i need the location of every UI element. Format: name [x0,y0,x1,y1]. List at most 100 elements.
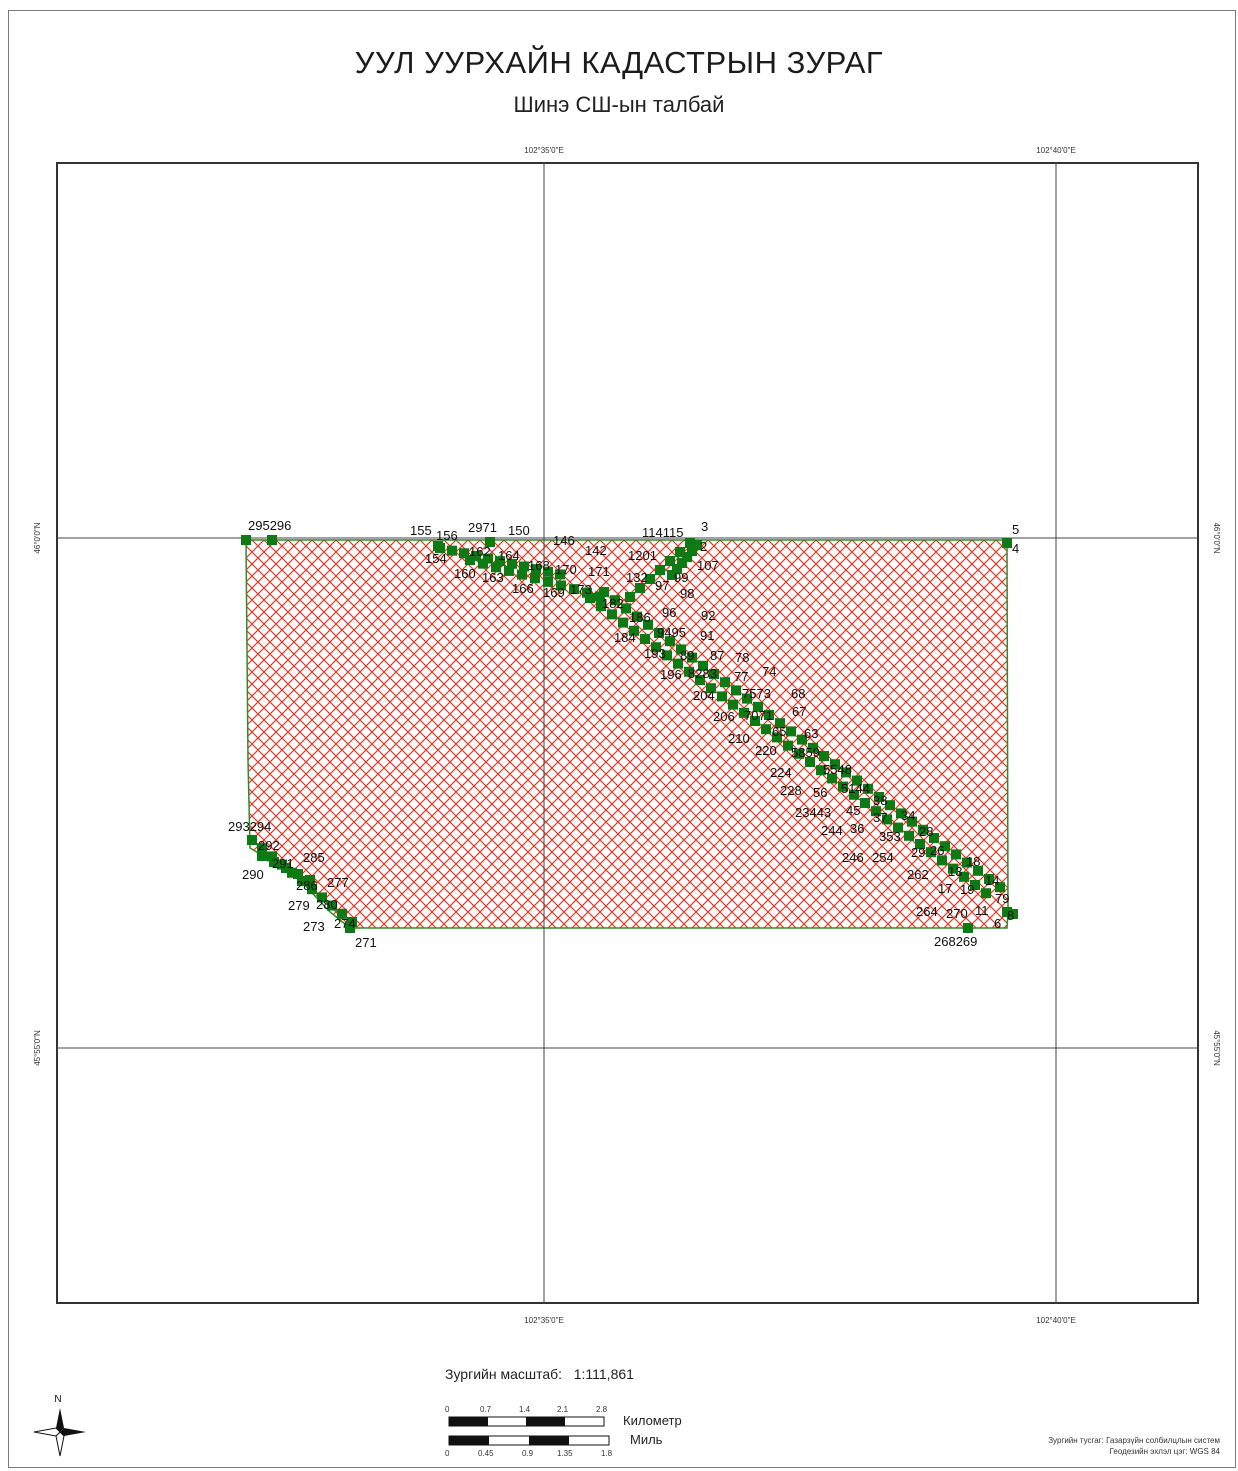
vertex-label: 67 [792,704,806,719]
vertex-marker [435,543,445,553]
vertex-marker [720,677,730,688]
license-area [245,539,1009,929]
vertex-marker [963,923,973,933]
vertex-marker [293,869,303,879]
vertex-marker [959,871,969,882]
vertex-label: 68 [791,686,805,701]
vertex-label: 19 [960,882,974,897]
vertex-marker [625,592,635,602]
vertex-label: 29 [911,845,925,860]
vertex-label: 156 [436,528,458,543]
vertex-label: 98 [680,586,694,601]
vertex-label: 45 [846,803,860,818]
vertex-marker [682,552,692,562]
km-tick: 0 [445,1405,450,1414]
vertex-label: 1201 [628,548,657,563]
vertex-marker [695,675,705,685]
vertex-label: 91 [700,628,714,643]
vertex-label: 78 [735,650,749,665]
vertex-marker [317,892,327,903]
vertex-label: 196 [660,667,682,682]
vertex-marker [882,814,892,825]
vertex-marker [654,628,664,638]
vertex-marker [973,865,983,876]
mi-tick: 0 [445,1449,450,1458]
vertex-label: 166 [512,581,534,596]
vertex-label: 5548 [823,762,852,777]
vertex-label: 220 [755,743,777,758]
vertex-marker [709,669,719,679]
vertex-marker [885,800,895,811]
vertex-marker [918,824,928,835]
vertex-label: 99 [674,570,688,585]
vertex-marker [684,666,694,677]
vertex-marker [471,550,481,561]
vertex-label: 23443 [795,805,831,820]
vertex-marker [1002,538,1012,548]
vertex-marker [665,636,675,647]
vertex-marker [269,857,279,867]
km-unit-label: Километр [623,1413,682,1428]
vertex-marker [874,792,884,802]
vertex-marker [761,724,771,735]
vertex-label: 163 [482,570,504,585]
vertex-marker [635,583,645,593]
vertex-marker [1008,909,1018,919]
vertex-marker [698,660,708,671]
mi-tick: 1.8 [601,1449,613,1458]
vertex-label: 286 [296,878,318,893]
vertex-marker [281,863,291,873]
vertex-marker [305,875,315,885]
lon-label-top: 102°40'0"E [1036,146,1076,155]
vertex-label: 353 [879,829,901,844]
vertex-marker [676,644,686,655]
vertex-marker [610,595,620,606]
vertex-marker [819,751,829,761]
vertex-marker [507,558,517,569]
vertex-marker [981,888,991,899]
vertex-marker [465,555,475,565]
vertex-label: 224 [770,765,792,780]
vertex-label: 270 [946,906,968,921]
vertex-marker [907,816,917,827]
vertex-marker [257,843,267,854]
vertex-marker [852,775,862,786]
vertex-label: 8283 [688,666,717,681]
vertex-label: 79 [995,891,1009,906]
vertex-marker [1002,907,1012,917]
vertex-label: 154 [425,551,447,566]
vertex-label: 279 [288,898,310,913]
vertex-label: 291 [272,856,294,871]
vertex-label: 170 [555,562,577,577]
vertex-label: 274 [334,916,356,931]
vertex-marker [687,652,697,663]
vertex-marker [687,546,697,556]
vertex-label: 5144 [841,781,870,796]
lon-label-top: 102°35'0"E [524,146,564,155]
vertex-markers [241,535,1018,933]
scale-label: Зургийн масштаб: [445,1366,563,1382]
vertex-label: 162 [469,544,491,559]
vertex-marker [347,917,357,927]
vertex-marker [345,923,355,933]
vertex-marker [717,691,727,702]
vertex-label: 150 [508,523,530,538]
vertex-marker [742,693,752,704]
vertex-marker [797,734,807,745]
vertex-label: 18 [966,854,980,869]
vertex-marker [962,857,972,868]
vertex-label: 293294 [228,819,271,834]
vertex-marker [940,841,950,852]
vertex-marker [827,773,837,784]
vertex-marker [643,619,653,630]
vertex-label: 246 [842,850,864,865]
vertex-marker [786,726,796,737]
vertex-label: 228 [780,783,802,798]
vertex-label: 182 [602,596,624,611]
projection-credits: Зургийн тусгаг: Газарзүйн солбилцлын сис… [1048,1435,1220,1457]
credits-line: Геодезийн эхлэл цэг: WGS 84 [1109,1447,1220,1456]
vertex-label: 169 [543,585,565,600]
vertex-marker [569,584,579,595]
vertex-label: 38 [873,793,887,808]
